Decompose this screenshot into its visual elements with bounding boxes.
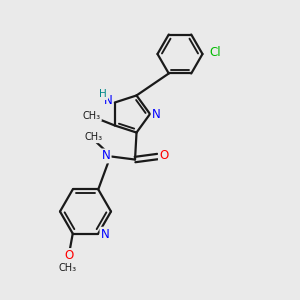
Text: CH₃: CH₃ bbox=[58, 263, 77, 273]
Text: Cl: Cl bbox=[209, 46, 221, 59]
Text: N: N bbox=[152, 107, 160, 121]
Text: CH₃: CH₃ bbox=[85, 132, 103, 142]
Text: O: O bbox=[64, 249, 74, 262]
Text: N: N bbox=[102, 149, 111, 162]
Text: N: N bbox=[104, 94, 112, 106]
Text: H: H bbox=[99, 89, 107, 99]
Text: CH₃: CH₃ bbox=[83, 111, 101, 121]
Text: O: O bbox=[159, 149, 168, 162]
Text: N: N bbox=[100, 228, 109, 241]
